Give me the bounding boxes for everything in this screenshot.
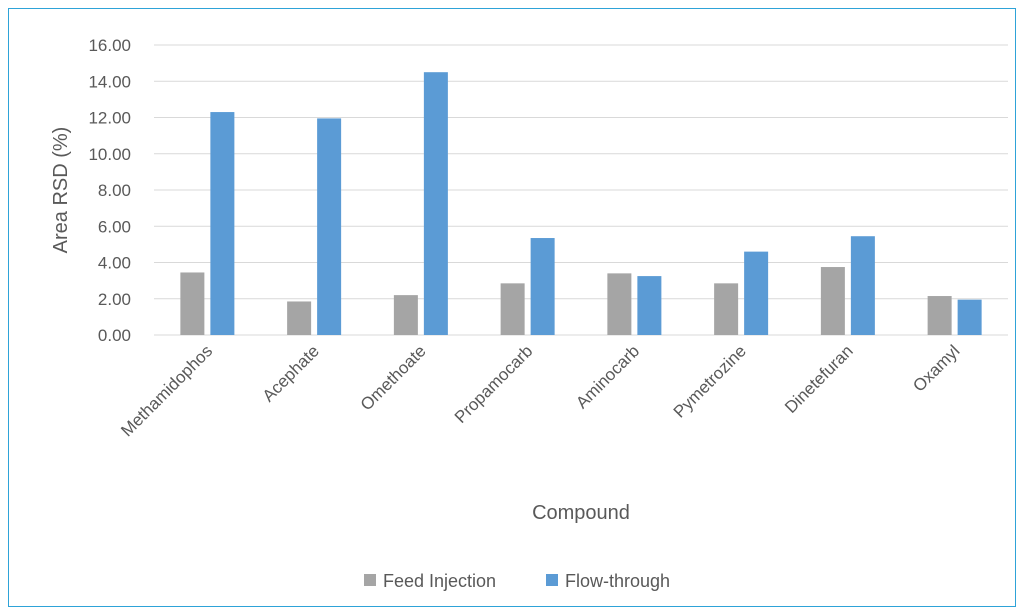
x-tick-label: Omethoate (357, 341, 430, 414)
x-tick-label: Pymetrozine (670, 341, 750, 421)
legend-swatch-feed-injection (364, 574, 376, 586)
bar-flow-through-propamocarb (530, 238, 555, 335)
y-tick-label: 8.00 (98, 181, 131, 200)
gridlines (154, 44, 1008, 336)
x-axis-ticks: Methamidophos Acephate Omethoate Propamocar… (117, 341, 963, 440)
y-tick-label: 0.00 (98, 326, 131, 345)
legend: Feed Injection Flow-through (364, 571, 670, 591)
x-tick-label: Dinetefuran (781, 341, 857, 417)
legend-swatch-flow-through (546, 574, 558, 586)
legend-label-flow-through: Flow-through (565, 571, 670, 591)
bar-flow-through-aminocarb (637, 276, 662, 335)
y-tick-label: 2.00 (98, 290, 131, 309)
bar-feed-injection-dinetefuran (820, 267, 845, 335)
y-tick-label: 12.00 (88, 109, 131, 128)
y-tick-label: 10.00 (88, 145, 131, 164)
bars (180, 72, 982, 335)
bar-flow-through-acephate (317, 118, 342, 335)
bar-feed-injection-pymetrozine (714, 283, 739, 335)
bar-feed-injection-propamocarb (500, 283, 525, 335)
legend-label-feed-injection: Feed Injection (383, 571, 496, 591)
bar-feed-injection-acephate (287, 301, 312, 335)
x-tick-label: Oxamyl (909, 341, 963, 395)
bar-feed-injection-omethoate (393, 295, 418, 335)
y-axis-title: Area RSD (%) (50, 127, 72, 254)
x-tick-label: Aminocarb (572, 341, 643, 412)
x-tick-label: Acephate (259, 341, 323, 405)
bar-flow-through-methamidophos (210, 112, 235, 335)
bar-flow-through-omethoate (423, 72, 448, 335)
bar-feed-injection-oxamyl (927, 296, 952, 335)
bar-feed-injection-methamidophos (180, 272, 205, 335)
bar-flow-through-dinetefuran (850, 236, 875, 335)
y-tick-label: 6.00 (98, 217, 131, 236)
y-tick-label: 14.00 (88, 72, 131, 91)
y-tick-label: 16.00 (88, 36, 131, 55)
x-tick-label: Propamocarb (451, 341, 537, 427)
y-axis-ticks: 0.00 2.00 4.00 6.00 8.00 10.00 12.00 14.00 16.00 (88, 36, 131, 345)
y-tick-label: 4.00 (98, 254, 131, 273)
x-axis-title: Compound (532, 502, 630, 524)
bar-flow-through-pymetrozine (744, 251, 769, 335)
bar-flow-through-oxamyl (957, 299, 982, 335)
x-tick-label: Methamidophos (117, 341, 216, 440)
bar-feed-injection-aminocarb (607, 273, 632, 335)
